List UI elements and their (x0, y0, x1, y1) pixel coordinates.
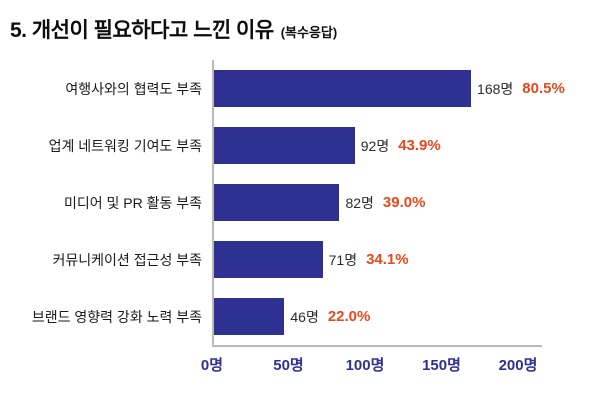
chart-row: 브랜드 영향력 강화 노력 부족 46명 22.0% (0, 288, 600, 345)
plot-area: 168명 80.5% (212, 60, 565, 117)
page-title: 5. 개선이 필요하다고 느낀 이유 (10, 19, 274, 42)
percent-label: 39.0% (382, 194, 426, 211)
count-label: 92명 (360, 137, 390, 154)
x-tick-label: 200명 (498, 357, 538, 374)
category-label: 커뮤니케이션 접근성 부족 (52, 251, 202, 268)
bar-chart: 여행사와의 협력도 부족 168명 80.5% 업계 네트워킹 기여도 부족 92명 43… (0, 60, 600, 377)
count-label: 82명 (345, 194, 374, 211)
count-label: 46명 (290, 308, 319, 325)
plot-area: 46명 22.0% (212, 288, 520, 345)
plot-area: 82명 39.0% (212, 174, 520, 231)
percent-label: 34.1% (366, 251, 409, 268)
count-label: 168명 (477, 80, 514, 97)
bar (214, 127, 355, 164)
category-label: 여행사와의 협력도 부족 (65, 80, 202, 97)
title-note: (복수응답) (280, 25, 338, 40)
plot-area: 92명 43.9% (212, 117, 520, 174)
x-axis: 0명 50명 100명 150명 200명 (0, 345, 600, 377)
chart-row: 업계 네트워킹 기여도 부족 92명 43.9% (0, 117, 600, 174)
bar (214, 70, 472, 107)
chart-rows: 여행사와의 협력도 부족 168명 80.5% 업계 네트워킹 기여도 부족 92명 43… (0, 60, 600, 345)
bar (214, 241, 323, 278)
x-axis-ticks: 0명 50명 100명 150명 200명 (201, 345, 542, 377)
x-tick-label: 150명 (422, 357, 461, 374)
x-tick-label: 0명 (200, 357, 224, 374)
x-tick-label: 100명 (345, 357, 385, 374)
percent-label: 43.9% (398, 137, 441, 154)
bar (214, 298, 285, 335)
chart-row: 여행사와의 협력도 부족 168명 80.5% (0, 60, 600, 117)
x-tick-label: 50명 (273, 357, 304, 374)
axis-spacer (0, 345, 212, 377)
count-label: 71명 (328, 251, 358, 268)
bar (214, 184, 340, 221)
chart-row: 미디어 및 PR 활동 부족 82명 39.0% (0, 174, 600, 231)
category-label: 미디어 및 PR 활동 부족 (63, 194, 202, 211)
category-label: 업계 네트워킹 기여도 부족 (48, 137, 202, 154)
plot-area: 71명 34.1% (212, 231, 520, 288)
percent-label: 22.0% (327, 308, 371, 325)
chart-header: 5. 개선이 필요하다고 느낀 이유 (복수응답) (0, 0, 600, 44)
category-label: 브랜드 영향력 강화 노력 부족 (31, 308, 202, 325)
chart-row: 커뮤니케이션 접근성 부족 71명 34.1% (0, 231, 600, 288)
percent-label: 80.5% (522, 80, 565, 97)
